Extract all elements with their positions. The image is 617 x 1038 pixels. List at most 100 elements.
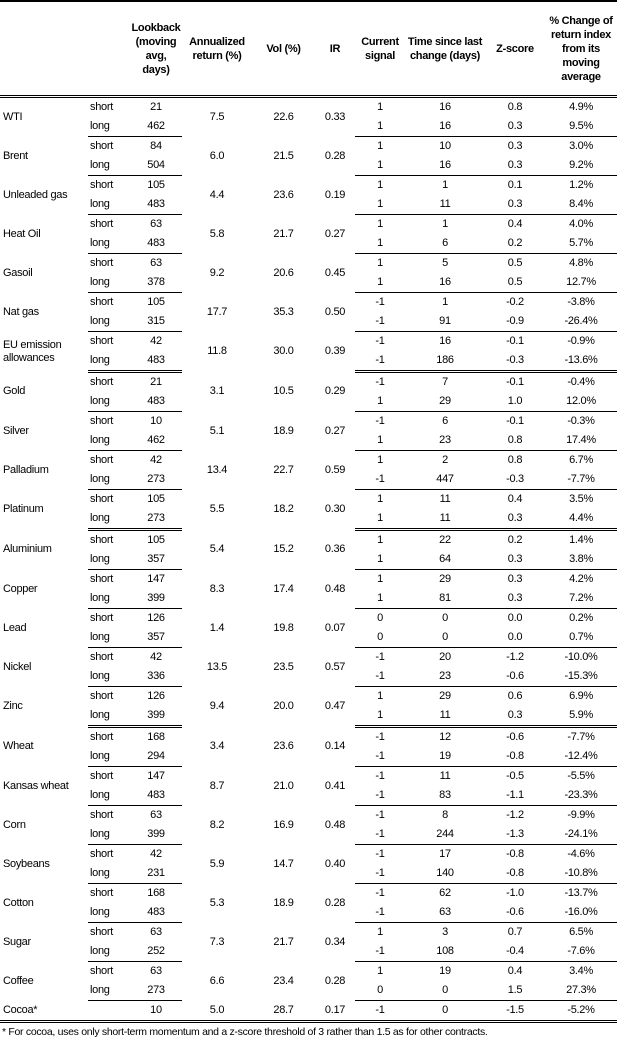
table-body: WTI short 21 7.5 22.6 0.33 1 16 0.8 4.9% long 462 1 1… [0, 97, 617, 1023]
current-signal-cell: 1 [355, 550, 405, 570]
current-signal-cell: -1 [375, 376, 385, 388]
current-signal-cell: 1 [377, 257, 383, 269]
pct-change-cell: -15.3% [545, 667, 617, 687]
time-since-change-cell: 23 [405, 431, 485, 451]
commodity-name: Copper [3, 582, 38, 595]
table-row: Lead short 126 1.4 19.8 0.07 0 0 0.0 0.2% [0, 609, 617, 634]
current-signal-cell: 0 [377, 612, 383, 624]
current-signal-cell: 1 [377, 179, 383, 191]
time-since-change-cell: 12 [439, 731, 451, 743]
term-label: short [90, 612, 113, 624]
commodity-name: Nat gas [3, 305, 39, 318]
z-score-cell: 0.7 [507, 926, 523, 938]
time-since-change-cell: 1 [442, 179, 448, 191]
term-label: short [90, 965, 113, 977]
z-score-cell: -1.5 [485, 1000, 545, 1023]
term-label: short [90, 926, 113, 938]
header-commodity [0, 1, 88, 98]
pct-change-cell: 0.2% [569, 612, 593, 624]
pct-change-cell: 7.2% [545, 589, 617, 609]
table-row: long 399 1 81 0.3 7.2% [0, 589, 617, 609]
time-since-change-cell: 7 [442, 376, 448, 388]
current-signal-cell: 1 [355, 117, 405, 137]
ir-cell: 0.34 [324, 935, 346, 948]
z-score-cell: -1.2 [506, 809, 524, 821]
pct-change-cell: -0.9% [567, 335, 595, 347]
current-signal-cell: -1 [355, 312, 405, 332]
commodity-name: Soybeans [3, 857, 50, 870]
z-score-cell: 0.5 [507, 257, 523, 269]
z-score-cell: 0.3 [485, 156, 545, 176]
table-row: Wheat short 168 3.4 23.6 0.14 -1 12 -0.6 -7.7% [0, 727, 617, 752]
table-row: Kansas wheat short 147 8.7 21.0 0.41 -1 11 -0.5 -… [0, 767, 617, 792]
time-since-change-cell: 6 [405, 234, 485, 254]
annualized-return-cell: 5.1 [209, 424, 225, 437]
lookback-cell: 10 [150, 415, 162, 427]
table-row: Heat Oil short 63 5.8 21.7 0.27 1 1 0.4 4.0% [0, 215, 617, 240]
term-label: long [88, 312, 130, 332]
table-row: Cotton short 168 5.3 18.9 0.28 -1 62 -1.0 -13.7% [0, 884, 617, 909]
lookback-cell: 63 [150, 257, 162, 269]
z-score-cell: -0.3 [485, 470, 545, 490]
lookback-cell: 483 [130, 786, 182, 806]
ir-cell: 0.19 [324, 188, 346, 201]
vol-cell: 23.6 [273, 740, 294, 752]
lookback-cell: 21 [150, 376, 162, 388]
table-row: long 252 -1 108 -0.4 -7.6% [0, 942, 617, 962]
term-label: long [88, 903, 130, 923]
lookback-cell: 105 [147, 296, 165, 308]
ir-cell: 0.30 [324, 503, 346, 515]
table-row: long 399 1 11 0.3 5.9% [0, 706, 617, 728]
pct-change-cell: 8.4% [545, 195, 617, 215]
z-score-cell: 0.2 [485, 234, 545, 254]
z-score-cell: 0.3 [485, 195, 545, 215]
current-signal-cell: -1 [375, 335, 385, 347]
time-since-change-cell: 16 [405, 273, 485, 293]
annualized-return-cell: 6.6 [209, 974, 225, 987]
table-row: long 399 -1 244 -1.3 -24.1% [0, 825, 617, 845]
pct-change-cell: -23.3% [545, 786, 617, 806]
table-row: Nickel short 42 13.5 23.5 0.57 -1 20 -1.2 -10.0% [0, 648, 617, 673]
time-since-change-cell: 5 [442, 257, 448, 269]
term-label: long [88, 747, 130, 767]
annualized-return-cell: 8.7 [209, 779, 225, 792]
current-signal-cell: -1 [355, 786, 405, 806]
commodity-name: Corn [3, 818, 26, 831]
term-label: long [88, 234, 130, 254]
pct-change-cell: 27.3% [545, 981, 617, 1001]
table-row: long 462 1 16 0.3 9.5% [0, 117, 617, 137]
commodity-name: Sugar [3, 935, 31, 948]
term-label: short [90, 690, 113, 702]
term-label: short [90, 296, 113, 308]
table-row: EU emission allowances short 42 11.8 30.0 0.3… [0, 332, 617, 364]
vol-cell: 30.0 [273, 345, 294, 357]
z-score-cell: 0.8 [485, 431, 545, 451]
z-score-cell: -0.1 [506, 415, 524, 427]
current-signal-cell: -1 [355, 667, 405, 687]
time-since-change-cell: 0 [405, 628, 485, 648]
ir-cell: 0.07 [324, 621, 346, 634]
time-since-change-cell: 22 [439, 534, 451, 546]
table-row: long 336 -1 23 -0.6 -15.3% [0, 667, 617, 687]
table-row: long 294 -1 19 -0.8 -12.4% [0, 747, 617, 767]
current-signal-cell: 1 [355, 273, 405, 293]
ir-cell: 0.48 [324, 818, 346, 831]
z-score-cell: -0.8 [485, 747, 545, 767]
term-label: short [90, 731, 113, 743]
vol-cell: 23.4 [273, 974, 294, 987]
current-signal-cell: 0 [355, 628, 405, 648]
pct-change-cell: 4.8% [569, 257, 593, 269]
lookback-cell: 504 [130, 156, 182, 176]
ir-cell: 0.48 [324, 582, 346, 595]
z-score-cell: 0.8 [507, 101, 523, 113]
vol-cell: 35.3 [273, 305, 294, 318]
table-row: Aluminium short 105 5.4 15.2 0.36 1 22 0.2 1.4% [0, 530, 617, 555]
time-since-change-cell: 10 [439, 140, 451, 152]
vol-cell: 18.9 [273, 896, 294, 909]
lookback-cell: 483 [130, 195, 182, 215]
lookback-cell: 105 [147, 493, 165, 505]
time-since-change-cell: 8 [442, 809, 448, 821]
commodity-name: Platinum [3, 503, 44, 515]
table-row: Brent short 84 6.0 21.5 0.28 1 10 0.3 3.0% [0, 137, 617, 162]
annualized-return-cell: 13.5 [206, 660, 228, 673]
